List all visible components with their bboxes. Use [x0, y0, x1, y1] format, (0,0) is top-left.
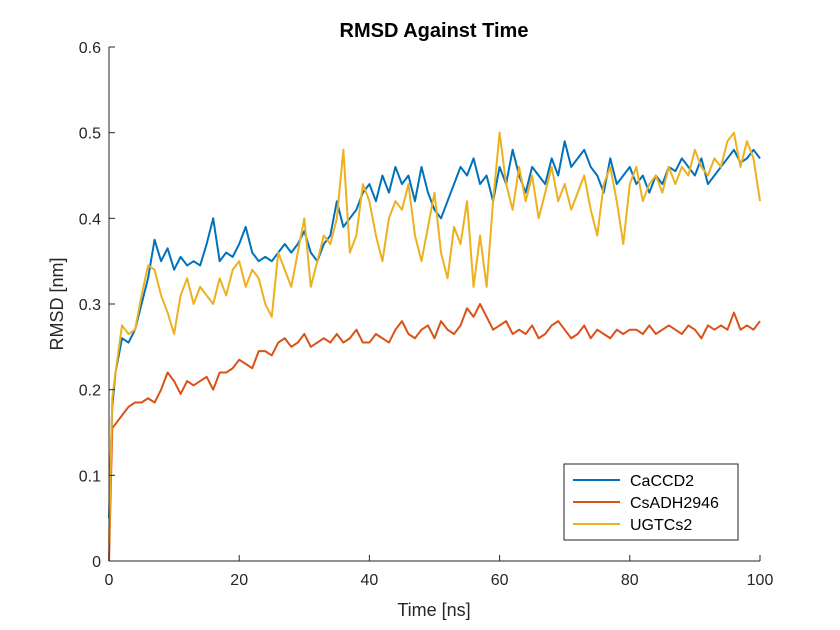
- chart-title: RMSD Against Time: [340, 20, 529, 42]
- y-tick-label: 0.2: [79, 383, 101, 400]
- y-tick-label: 0.1: [79, 468, 101, 485]
- y-axis-ticks: 0 0.1 0.2 0.3 0.4 0.5 0.6: [79, 40, 115, 571]
- series-layer: [108, 131, 761, 562]
- x-axis-ticks: 0 20 40 60 80 100: [105, 555, 774, 589]
- y-tick-label: 0.4: [79, 211, 101, 228]
- legend-label-caccd2: CaCCD2: [630, 473, 694, 490]
- legend-label-ugtcs2: UGTCs2: [630, 517, 692, 534]
- x-tick-label: 0: [105, 572, 114, 589]
- x-tick-label: 100: [747, 572, 774, 589]
- y-tick-label: 0.5: [79, 126, 101, 143]
- y-axis-label: RMSD [nm]: [47, 257, 67, 350]
- series-line-csadh2946: [108, 303, 761, 562]
- y-tick-label: 0.3: [79, 297, 101, 314]
- y-tick-label: 0: [92, 554, 101, 571]
- x-axis-label: Time [ns]: [397, 600, 470, 620]
- series-line-caccd2: [108, 140, 761, 519]
- x-tick-label: 40: [361, 572, 379, 589]
- y-tick-label: 0.6: [79, 40, 101, 57]
- legend: CaCCD2 CsADH2946 UGTCs2: [563, 463, 739, 541]
- x-tick-label: 20: [230, 572, 248, 589]
- x-tick-label: 80: [621, 572, 639, 589]
- series-line-ugtcs2: [108, 131, 761, 544]
- x-tick-label: 60: [491, 572, 509, 589]
- legend-label-csadh2946: CsADH2946: [630, 495, 719, 512]
